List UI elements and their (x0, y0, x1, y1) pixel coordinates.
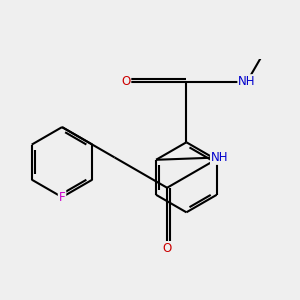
Text: NH: NH (211, 151, 228, 164)
Text: O: O (163, 242, 172, 255)
Text: O: O (121, 75, 130, 88)
Text: NH: NH (238, 75, 256, 88)
Text: F: F (59, 191, 65, 204)
